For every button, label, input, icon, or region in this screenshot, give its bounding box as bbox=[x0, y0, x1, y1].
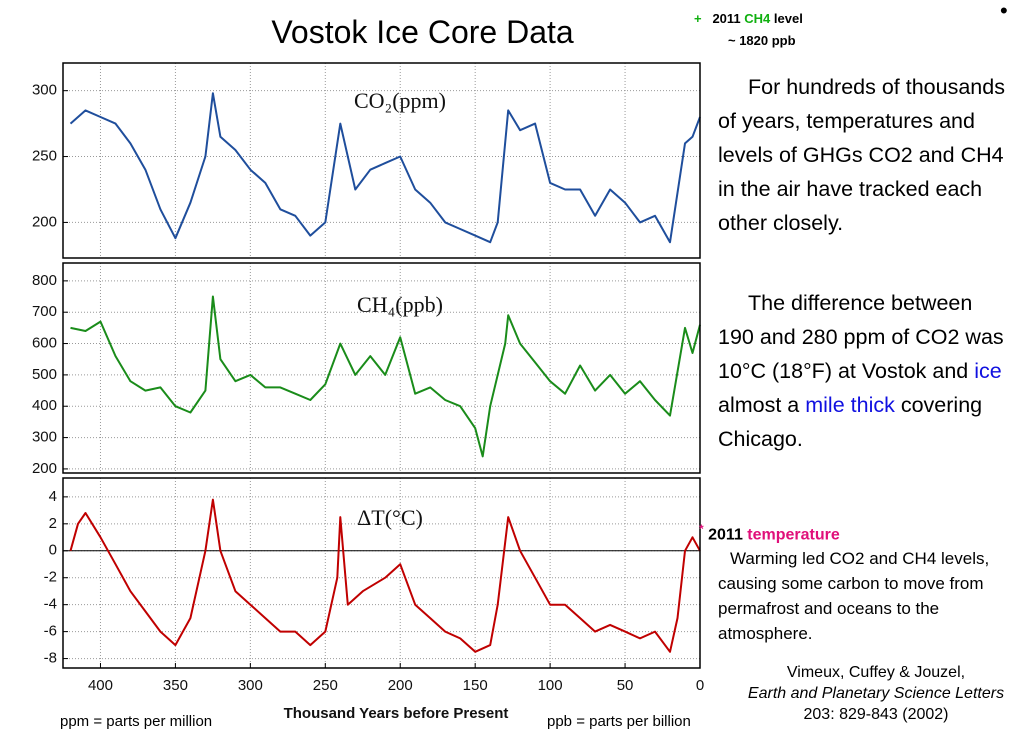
footnote-ppb: ppb = parts per billion bbox=[547, 713, 691, 730]
y-tick-label: 300 bbox=[32, 429, 57, 446]
paragraph-1: For hundreds of thousands of years, temp… bbox=[718, 75, 1005, 235]
panel-frame bbox=[62, 262, 701, 474]
panel-label: ΔT(°C) bbox=[357, 505, 423, 530]
x-tick-label: 0 bbox=[696, 677, 704, 694]
x-tick-label: 200 bbox=[388, 677, 413, 694]
panel-label: CO₂(ppm) bbox=[354, 88, 446, 113]
x-tick-label: 350 bbox=[163, 677, 188, 694]
note-gas: CH4 bbox=[744, 11, 771, 26]
note-text: level bbox=[773, 11, 803, 26]
note-term: temperature bbox=[747, 526, 840, 544]
x-axis-title: Thousand Years before Present bbox=[284, 705, 509, 722]
x-tick-label: 100 bbox=[538, 677, 563, 694]
panel-label: CH₄(ppb) bbox=[357, 292, 443, 317]
text: almost a bbox=[718, 393, 800, 417]
y-tick-label: 4 bbox=[49, 488, 57, 505]
footnote-ppm: ppm = parts per million bbox=[60, 713, 213, 730]
y-tick-label: 250 bbox=[32, 148, 57, 165]
y-tick-label: 0 bbox=[49, 542, 57, 559]
paragraph-2: The difference between 190 and 280 ppm o… bbox=[718, 286, 1010, 456]
note-year: 2011 bbox=[708, 526, 743, 544]
x-tick-label: 150 bbox=[463, 677, 488, 694]
data-line bbox=[69, 498, 701, 653]
x-tick-label: 250 bbox=[313, 677, 338, 694]
y-tick-label: 700 bbox=[32, 303, 57, 320]
panel-frame bbox=[62, 477, 701, 669]
highlight: mile thick bbox=[805, 393, 895, 417]
y-tick-label: 800 bbox=[32, 272, 57, 289]
citation: Vimeux, Cuffey & Jouzel, Earth and Plane… bbox=[745, 662, 1007, 725]
temp-note: * 2011 temperature bbox=[699, 522, 840, 544]
citation-journal: Earth and Planetary Science Letters bbox=[747, 685, 1005, 702]
y-tick-label: 200 bbox=[32, 460, 57, 477]
warming-text: Warming led CO2 and CH4 levels, causing … bbox=[718, 549, 990, 643]
y-tick-label: 600 bbox=[32, 335, 57, 352]
y-tick-label: 300 bbox=[32, 82, 57, 99]
highlight: ice bbox=[974, 359, 1002, 383]
slide-title: Vostok Ice Core Data bbox=[271, 14, 574, 50]
data-line bbox=[69, 92, 701, 244]
y-tick-label: 400 bbox=[32, 397, 57, 414]
y-tick-label: 200 bbox=[32, 213, 57, 230]
ch4-note-value: ~ 1820 ppb bbox=[728, 33, 796, 48]
panel-frame bbox=[62, 62, 701, 259]
note-year: 2011 bbox=[712, 11, 741, 26]
bullet: • bbox=[1000, 0, 1008, 23]
citation-ref: 203: 829-843 (2002) bbox=[803, 706, 949, 723]
x-tick-label: 300 bbox=[238, 677, 263, 694]
y-tick-label: -6 bbox=[44, 623, 57, 640]
y-tick-label: 2 bbox=[49, 515, 57, 532]
x-tick-label: 400 bbox=[88, 677, 113, 694]
citation-authors: Vimeux, Cuffey & Jouzel, bbox=[786, 664, 966, 681]
y-tick-label: -8 bbox=[44, 650, 57, 667]
star-marker: * bbox=[699, 522, 704, 536]
ch4-note: + 2011 CH4 level bbox=[694, 11, 803, 26]
plus-marker: + bbox=[694, 11, 702, 26]
y-tick-label: -4 bbox=[44, 596, 57, 613]
y-tick-label: -2 bbox=[44, 569, 57, 586]
text: The difference between 190 and 280 ppm o… bbox=[718, 291, 1004, 383]
x-tick-label: 50 bbox=[617, 677, 634, 694]
data-line bbox=[70, 295, 701, 458]
y-tick-label: 500 bbox=[32, 366, 57, 383]
text: covering Chicago. bbox=[718, 393, 983, 451]
